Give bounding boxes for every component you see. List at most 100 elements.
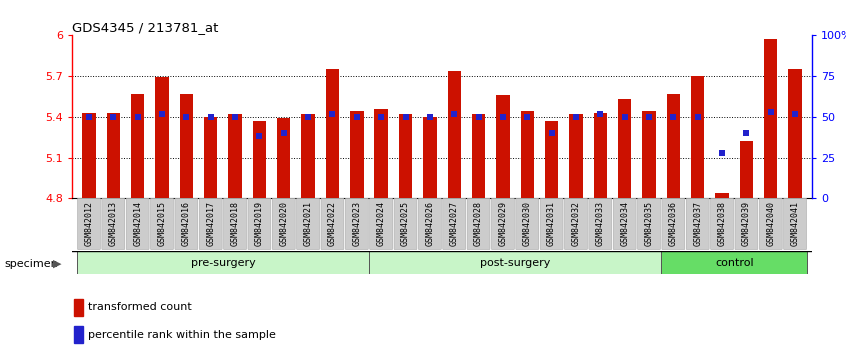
- Bar: [74, 299, 83, 315]
- Bar: [253, 121, 266, 198]
- Bar: [739, 141, 753, 198]
- FancyBboxPatch shape: [662, 198, 684, 250]
- Text: GDS4345 / 213781_at: GDS4345 / 213781_at: [72, 21, 218, 34]
- Bar: [545, 121, 558, 198]
- Bar: [131, 94, 145, 198]
- FancyBboxPatch shape: [321, 198, 344, 250]
- Bar: [179, 94, 193, 198]
- FancyBboxPatch shape: [783, 198, 806, 250]
- Bar: [691, 76, 705, 198]
- Point: [179, 114, 193, 120]
- FancyBboxPatch shape: [589, 198, 612, 250]
- FancyBboxPatch shape: [223, 198, 246, 250]
- Bar: [326, 69, 339, 198]
- FancyBboxPatch shape: [248, 198, 271, 250]
- Bar: [156, 78, 168, 198]
- Point: [82, 114, 96, 120]
- Bar: [82, 113, 96, 198]
- Text: GSM842020: GSM842020: [279, 201, 288, 246]
- Bar: [398, 114, 412, 198]
- Bar: [788, 69, 802, 198]
- FancyBboxPatch shape: [345, 198, 368, 250]
- FancyBboxPatch shape: [467, 198, 490, 250]
- Text: GSM842013: GSM842013: [109, 201, 118, 246]
- Bar: [107, 113, 120, 198]
- Text: GSM842015: GSM842015: [157, 201, 167, 246]
- Text: GSM842030: GSM842030: [523, 201, 532, 246]
- FancyBboxPatch shape: [370, 198, 393, 250]
- Text: GSM842028: GSM842028: [474, 201, 483, 246]
- Bar: [369, 251, 662, 274]
- Point: [594, 111, 607, 116]
- Text: GSM842022: GSM842022: [328, 201, 337, 246]
- Bar: [350, 112, 364, 198]
- Bar: [228, 114, 242, 198]
- Text: transformed count: transformed count: [88, 302, 192, 312]
- Text: GSM842019: GSM842019: [255, 201, 264, 246]
- FancyBboxPatch shape: [540, 198, 563, 250]
- Point: [155, 111, 168, 116]
- Text: GSM842014: GSM842014: [133, 201, 142, 246]
- Point: [569, 114, 583, 120]
- FancyBboxPatch shape: [151, 198, 173, 250]
- Point: [545, 130, 558, 136]
- Point: [398, 114, 412, 120]
- Text: GSM842035: GSM842035: [645, 201, 653, 246]
- Point: [131, 114, 145, 120]
- Point: [520, 114, 534, 120]
- Bar: [520, 112, 534, 198]
- Text: GSM842031: GSM842031: [547, 201, 556, 246]
- Bar: [642, 112, 656, 198]
- Text: GSM842033: GSM842033: [596, 201, 605, 246]
- Bar: [77, 251, 369, 274]
- Point: [496, 114, 509, 120]
- Point: [375, 114, 388, 120]
- Bar: [277, 118, 290, 198]
- Bar: [74, 326, 83, 343]
- FancyBboxPatch shape: [200, 198, 222, 250]
- FancyBboxPatch shape: [516, 198, 539, 250]
- Point: [739, 130, 753, 136]
- Bar: [301, 114, 315, 198]
- FancyBboxPatch shape: [78, 198, 101, 250]
- Text: GSM842027: GSM842027: [450, 201, 459, 246]
- Bar: [764, 40, 777, 198]
- Point: [301, 114, 315, 120]
- Bar: [423, 117, 437, 198]
- FancyBboxPatch shape: [126, 198, 149, 250]
- Text: GSM842023: GSM842023: [352, 201, 361, 246]
- Text: specimen: specimen: [4, 259, 58, 269]
- Point: [667, 114, 680, 120]
- Point: [253, 133, 266, 139]
- Text: ▶: ▶: [53, 259, 62, 269]
- Text: GSM842040: GSM842040: [766, 201, 775, 246]
- FancyBboxPatch shape: [272, 198, 295, 250]
- Bar: [472, 114, 486, 198]
- Text: GSM842032: GSM842032: [571, 201, 580, 246]
- Bar: [667, 94, 680, 198]
- FancyBboxPatch shape: [760, 198, 783, 250]
- Bar: [375, 109, 387, 198]
- Text: control: control: [715, 258, 754, 268]
- Point: [204, 114, 217, 120]
- FancyBboxPatch shape: [442, 198, 465, 250]
- FancyBboxPatch shape: [735, 198, 758, 250]
- FancyBboxPatch shape: [419, 198, 442, 250]
- Bar: [569, 114, 583, 198]
- Text: GSM842026: GSM842026: [426, 201, 434, 246]
- Point: [277, 130, 290, 136]
- Point: [764, 109, 777, 115]
- FancyBboxPatch shape: [297, 198, 320, 250]
- Text: post-surgery: post-surgery: [480, 258, 550, 268]
- Text: GSM842034: GSM842034: [620, 201, 629, 246]
- Bar: [204, 117, 217, 198]
- Text: GSM842012: GSM842012: [85, 201, 93, 246]
- FancyBboxPatch shape: [564, 198, 587, 250]
- Point: [448, 111, 461, 116]
- FancyBboxPatch shape: [686, 198, 709, 250]
- Point: [472, 114, 486, 120]
- Bar: [716, 193, 728, 198]
- Bar: [448, 71, 461, 198]
- Point: [228, 114, 242, 120]
- Point: [423, 114, 437, 120]
